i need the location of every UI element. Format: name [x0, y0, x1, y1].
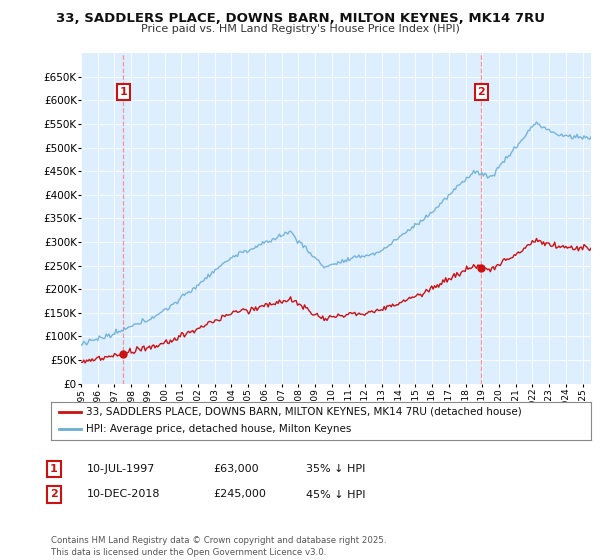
Text: £63,000: £63,000 — [213, 464, 259, 474]
Text: 1: 1 — [119, 87, 127, 97]
Text: 10-DEC-2018: 10-DEC-2018 — [87, 489, 161, 500]
Text: 35% ↓ HPI: 35% ↓ HPI — [306, 464, 365, 474]
Text: 33, SADDLERS PLACE, DOWNS BARN, MILTON KEYNES, MK14 7RU: 33, SADDLERS PLACE, DOWNS BARN, MILTON K… — [56, 12, 545, 25]
Text: 45% ↓ HPI: 45% ↓ HPI — [306, 489, 365, 500]
Text: Contains HM Land Registry data © Crown copyright and database right 2025.
This d: Contains HM Land Registry data © Crown c… — [51, 536, 386, 557]
Text: 2: 2 — [50, 489, 58, 500]
Text: 10-JUL-1997: 10-JUL-1997 — [87, 464, 155, 474]
Text: £245,000: £245,000 — [213, 489, 266, 500]
Text: 33, SADDLERS PLACE, DOWNS BARN, MILTON KEYNES, MK14 7RU (detached house): 33, SADDLERS PLACE, DOWNS BARN, MILTON K… — [86, 407, 522, 417]
Text: 1: 1 — [50, 464, 58, 474]
Text: 2: 2 — [478, 87, 485, 97]
Text: HPI: Average price, detached house, Milton Keynes: HPI: Average price, detached house, Milt… — [86, 424, 352, 435]
Text: Price paid vs. HM Land Registry's House Price Index (HPI): Price paid vs. HM Land Registry's House … — [140, 24, 460, 34]
